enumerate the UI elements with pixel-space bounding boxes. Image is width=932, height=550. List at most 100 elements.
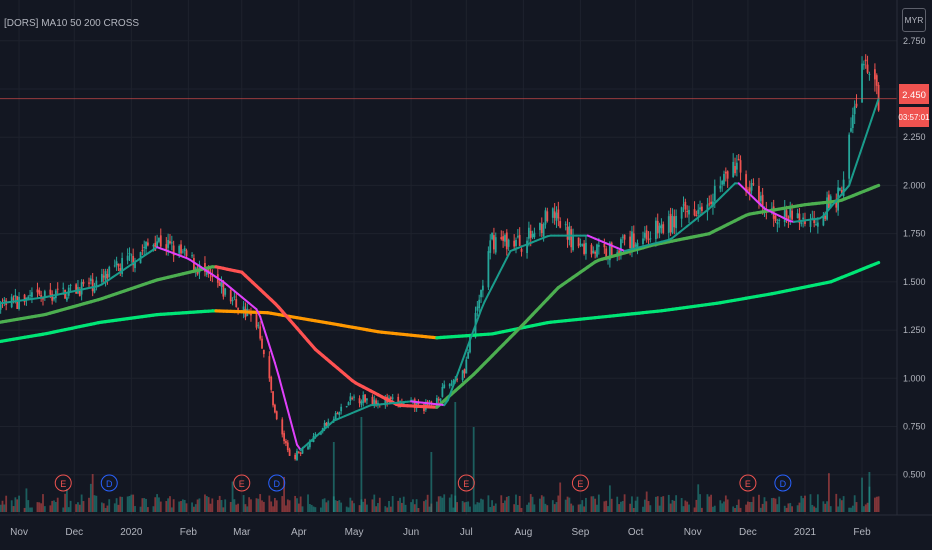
event-marker[interactable] <box>233 474 251 492</box>
volume-bar <box>257 498 260 512</box>
candle-body <box>106 273 109 279</box>
volume-bar <box>579 504 582 512</box>
volume-bar <box>36 502 39 512</box>
volume-bar <box>323 498 326 512</box>
volume-bar <box>113 503 116 512</box>
event-marker[interactable] <box>54 474 72 492</box>
volume-bar <box>275 500 278 512</box>
volume-bar <box>822 501 825 512</box>
volume-bar <box>56 497 59 512</box>
volume-bar <box>544 503 547 512</box>
currency-badge[interactable]: MYR <box>902 8 926 32</box>
volume-bar <box>283 476 285 512</box>
candle-body <box>688 209 690 215</box>
volume-bar <box>353 503 355 512</box>
volume-bar <box>235 504 238 512</box>
volume-bar <box>145 498 147 512</box>
volume-bar <box>500 495 503 512</box>
candle-body <box>338 411 341 415</box>
candle-body <box>579 243 582 245</box>
event-marker[interactable] <box>739 474 757 492</box>
volume-bar <box>791 506 793 512</box>
candle-body <box>518 234 521 246</box>
volume-bar <box>796 505 799 512</box>
volume-bar <box>688 504 690 512</box>
volume-bar <box>100 502 103 512</box>
ma10-line-segment <box>255 308 262 318</box>
time-scale-panel[interactable] <box>0 515 932 550</box>
candle-body <box>747 189 749 191</box>
volume-bar <box>64 493 66 512</box>
candle-body <box>631 231 633 250</box>
volume-bar <box>835 493 838 512</box>
candle-body <box>590 244 593 255</box>
volume-bar <box>647 501 650 512</box>
candle-body <box>848 134 851 179</box>
volume-bar <box>307 494 309 512</box>
candle-body <box>323 422 326 428</box>
price-scale-panel[interactable] <box>897 0 932 515</box>
volume-bar <box>27 500 30 512</box>
candle-body <box>18 296 20 310</box>
candle-body <box>250 313 252 316</box>
candle-body <box>559 221 562 228</box>
candle-body <box>815 224 817 226</box>
candle-body <box>796 213 799 219</box>
volume-bar <box>596 504 598 512</box>
event-marker[interactable] <box>268 474 286 492</box>
volume-bar <box>351 500 354 512</box>
candle-body <box>231 300 234 302</box>
volume-bar <box>798 502 801 512</box>
volume-bar <box>566 496 569 512</box>
volume-bar <box>430 452 433 512</box>
candle-body <box>297 451 300 453</box>
event-marker[interactable] <box>571 474 589 492</box>
volume-bar <box>435 501 438 512</box>
volume-bar <box>658 505 661 512</box>
event-marker-label: D <box>780 479 787 489</box>
candle-body <box>726 171 729 179</box>
candle-body <box>296 450 298 461</box>
volume-bar <box>183 499 186 512</box>
candle-body <box>375 400 378 405</box>
volume-bar <box>608 485 611 512</box>
event-marker[interactable] <box>457 474 475 492</box>
candle-body <box>581 244 584 247</box>
candle-body <box>128 253 131 255</box>
volume-bar <box>204 494 206 512</box>
ma10-line-segment <box>873 97 880 111</box>
volume-bar <box>75 504 78 512</box>
volume-bar <box>842 496 845 512</box>
volume-bar <box>371 499 374 512</box>
volume-bar <box>93 495 96 512</box>
volume-bar <box>616 496 619 512</box>
candle-body <box>500 237 503 240</box>
candle-body <box>391 397 394 399</box>
volume-bar <box>450 494 453 512</box>
candle-body <box>104 271 107 280</box>
candle-body <box>572 235 574 251</box>
volume-bar <box>165 501 168 512</box>
candle-body <box>235 299 238 308</box>
event-marker[interactable] <box>774 474 792 492</box>
candle-body <box>853 106 856 115</box>
event-marker[interactable] <box>100 474 118 492</box>
candle-body <box>761 194 764 208</box>
candle-body <box>566 226 569 240</box>
volume-bar <box>262 501 265 512</box>
volume-bar <box>336 501 339 512</box>
candle-body <box>467 352 470 359</box>
volume-bar <box>826 501 828 512</box>
candle-body <box>840 190 843 194</box>
candle-body <box>564 224 567 226</box>
volume-bar <box>568 497 571 512</box>
volume-bar <box>130 494 133 512</box>
volume-bar <box>121 496 124 512</box>
candle-body <box>360 401 363 405</box>
x-tick-label: Mar <box>233 527 251 538</box>
candle-body <box>487 251 490 288</box>
volume-bar <box>610 498 613 512</box>
ma10-line-segment <box>472 319 479 332</box>
